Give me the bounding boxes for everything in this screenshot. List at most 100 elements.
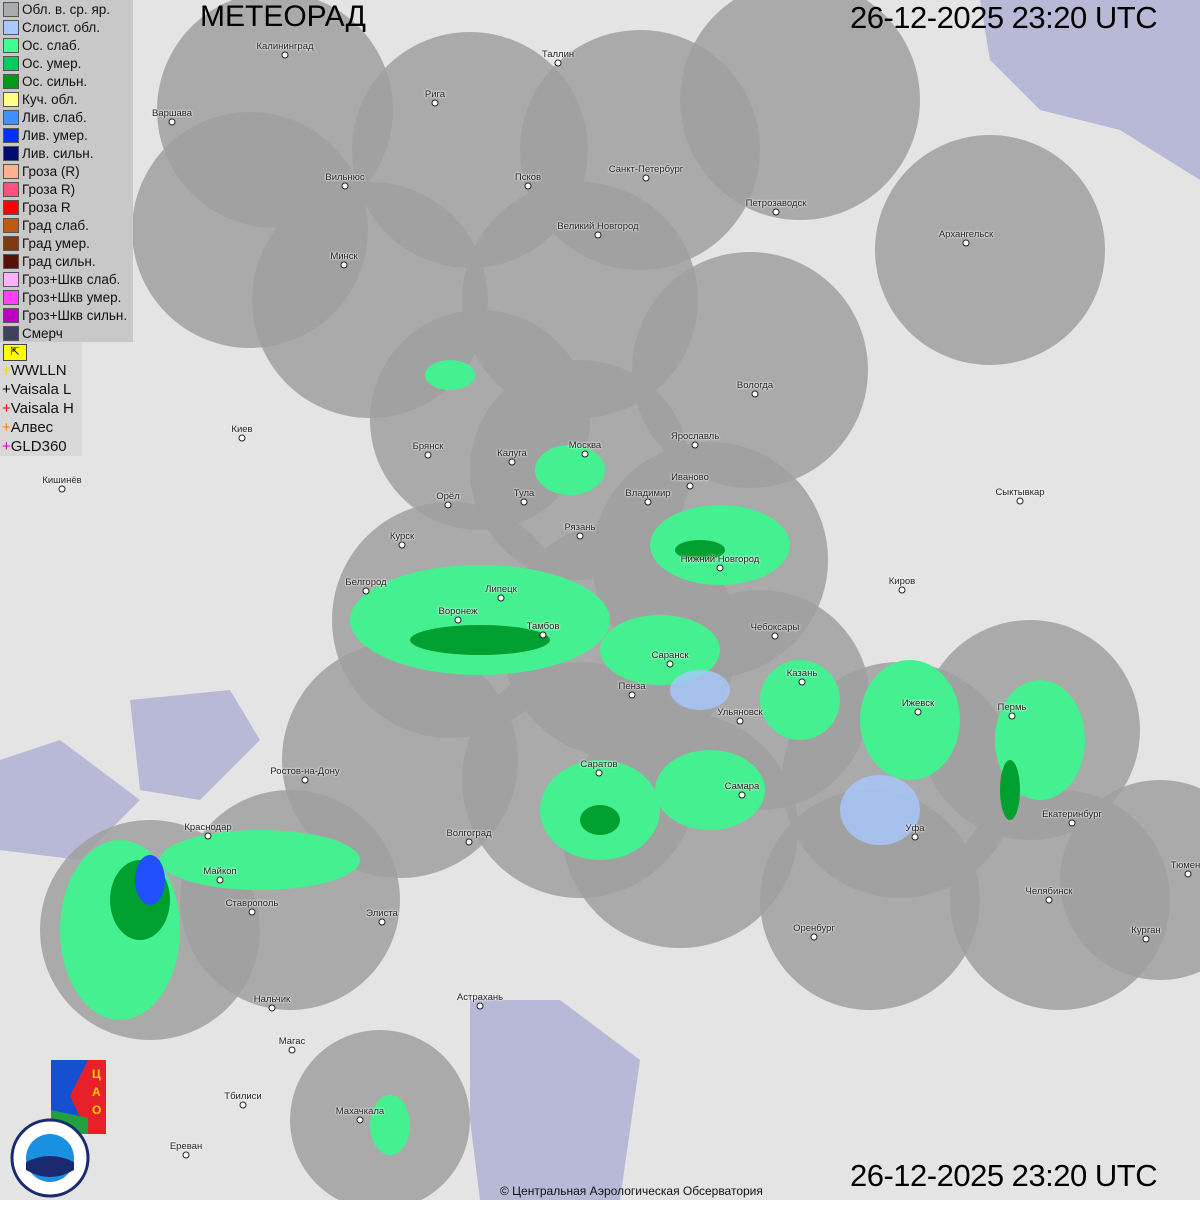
- city-label: Ереван: [169, 1141, 203, 1152]
- city-label: Москва: [568, 440, 602, 451]
- lightning-source-label: Алвес: [10, 419, 54, 436]
- city-label: Саранск: [651, 650, 689, 661]
- city-marker: [716, 564, 724, 572]
- svg-text:А: А: [92, 1085, 101, 1099]
- legend-swatch: [3, 217, 19, 233]
- city-marker: [1068, 819, 1076, 827]
- city-label: Варшава: [151, 108, 193, 119]
- city-label: Нижний Новгород: [680, 554, 760, 565]
- city-marker: [398, 541, 406, 549]
- city-label: Пенза: [618, 681, 646, 692]
- city-marker: [524, 182, 532, 190]
- lightning-source-label: Vaisala L: [10, 381, 72, 398]
- city-label: Тюмень: [1170, 860, 1200, 871]
- city-label: Рига: [424, 89, 446, 100]
- city-marker: [911, 833, 919, 841]
- city-label: Минск: [330, 251, 358, 262]
- city-label: Киев: [231, 424, 253, 435]
- city-marker: [772, 208, 780, 216]
- city-label: Владимир: [625, 488, 671, 499]
- legend-swatch: [3, 235, 19, 251]
- lightning-source[interactable]: +WWLLN: [0, 361, 82, 380]
- city-marker: [356, 1116, 364, 1124]
- legend-label: Гроза R): [22, 181, 76, 197]
- city-label: Калуга: [497, 448, 527, 459]
- timestamp-top: 26-12-2025 23:20 UTC: [850, 0, 1158, 35]
- city-marker: [554, 59, 562, 67]
- showers: [135, 855, 165, 905]
- city-label: Санкт-Петербург: [608, 164, 684, 175]
- city-label: Таллин: [541, 49, 575, 60]
- city-label: Саратов: [580, 759, 618, 770]
- lightning-source-label: WWLLN: [10, 362, 67, 379]
- city-marker: [1008, 712, 1016, 720]
- cao-logo: Ц А О: [51, 1060, 106, 1134]
- lightning-source[interactable]: +GLD360: [0, 437, 82, 456]
- city-marker: [539, 631, 547, 639]
- legend-label: Ос. умер.: [22, 55, 82, 71]
- city-marker: [476, 1002, 484, 1010]
- city-marker: [798, 678, 806, 686]
- legend-swatch: [3, 271, 19, 287]
- city-label: Краснодар: [184, 822, 232, 833]
- city-label: Астрахань: [456, 992, 504, 1003]
- legend-label: Гроза R: [22, 199, 71, 215]
- legend-label: Град умер.: [22, 235, 90, 251]
- city-marker: [1016, 497, 1024, 505]
- city-marker: [1142, 935, 1150, 943]
- city-marker: [281, 51, 289, 59]
- legend-swatch: [3, 19, 19, 35]
- city-label: Киров: [888, 576, 916, 587]
- city-marker: [378, 918, 386, 926]
- legend-swatch: [3, 145, 19, 161]
- lightning-cross-icon: +: [2, 381, 11, 398]
- legend-item: Гроза R: [0, 198, 133, 216]
- city-marker: [288, 1046, 296, 1054]
- city-marker: [898, 586, 906, 594]
- lightning-source[interactable]: +Vaisala L: [0, 380, 82, 399]
- city-label: Оренбург: [793, 923, 835, 934]
- legend-label: Гроз+Шкв умер.: [22, 289, 122, 305]
- city-marker: [204, 832, 212, 840]
- legend-item: Гроза R): [0, 180, 133, 198]
- legend-item: Гроз+Шкв сильн.: [0, 306, 133, 324]
- legend-item: Ос. сильн.: [0, 72, 133, 90]
- city-marker: [239, 1101, 247, 1109]
- legend-label: Лив. сильн.: [22, 145, 94, 161]
- legend-item: Гроз+Шкв умер.: [0, 288, 133, 306]
- city-marker: [168, 118, 176, 126]
- city-label: Воронеж: [438, 606, 478, 617]
- city-label: Казань: [786, 668, 818, 679]
- legend-swatch: [3, 181, 19, 197]
- city-marker: [216, 876, 224, 884]
- city-marker: [644, 498, 652, 506]
- legend-item: Смерч: [0, 324, 133, 342]
- city-label: Вологда: [736, 380, 774, 391]
- lightning-source[interactable]: +Алвес: [0, 418, 82, 437]
- city-label: Петрозаводск: [745, 198, 807, 209]
- city-marker: [1045, 896, 1053, 904]
- city-marker: [362, 587, 370, 595]
- legend-label: Лив. умер.: [22, 127, 88, 143]
- legend-label: Град сильн.: [22, 253, 96, 269]
- city-label: Вильнюс: [325, 172, 365, 183]
- city-marker: [686, 482, 694, 490]
- city-label: Ростов-на-Дону: [270, 766, 340, 777]
- city-label: Иваново: [671, 472, 709, 483]
- lightning-source[interactable]: +Vaisala H: [0, 399, 82, 418]
- lightning-cross-icon: +: [2, 400, 11, 417]
- city-label: Брянск: [412, 441, 444, 452]
- city-marker: [595, 769, 603, 777]
- city-marker: [962, 239, 970, 247]
- copyright: © Центральная Аэрологическая Обсерватори…: [500, 1184, 763, 1198]
- legend-label: Обл. в. ср. яр.: [22, 1, 111, 17]
- lightning-toggle-icon[interactable]: ⇱: [3, 344, 27, 361]
- timestamp-bottom: 26-12-2025 23:20 UTC: [850, 1158, 1158, 1193]
- city-marker: [454, 616, 462, 624]
- city-marker: [340, 261, 348, 269]
- legend-swatch: [3, 109, 19, 125]
- logos: Ц А О: [10, 1060, 106, 1198]
- stratus-clouds: [670, 670, 920, 845]
